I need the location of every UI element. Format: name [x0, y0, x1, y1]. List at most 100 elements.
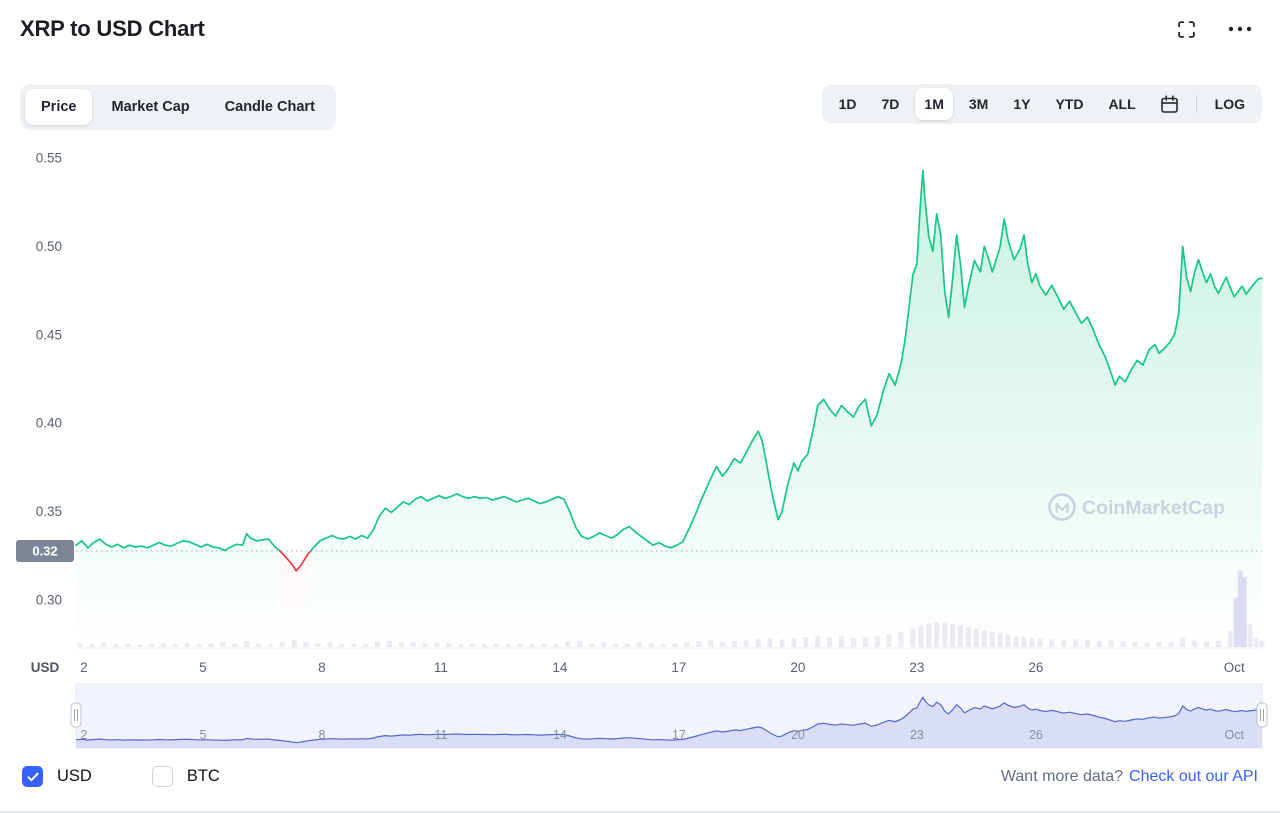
volume-bar: [731, 640, 737, 647]
volume-bar: [958, 625, 963, 647]
ellipsis-icon: [1228, 26, 1252, 32]
price-area-down: [279, 551, 311, 648]
volume-bar: [196, 644, 202, 647]
page-title: XRP to USD Chart: [20, 16, 205, 41]
volume-bar: [505, 644, 511, 647]
volume-bar: [339, 644, 345, 647]
x-axis-unit-label: USD: [31, 660, 60, 675]
navigator-axis-label: 8: [318, 728, 325, 742]
volume-bar: [601, 642, 607, 647]
api-promo: Want more data? Check out our API: [1001, 768, 1258, 786]
volume-bar: [989, 631, 995, 647]
volume-bar: [184, 643, 190, 647]
range-7d-button[interactable]: 7D: [873, 88, 909, 120]
volume-bar: [997, 633, 1003, 647]
volume-bar: [1215, 640, 1221, 647]
volume-bar: [172, 644, 178, 647]
range-ytd-button[interactable]: YTD: [1046, 88, 1092, 120]
volume-bar: [267, 644, 273, 647]
range-1d-button[interactable]: 1D: [830, 88, 866, 120]
volume-bar: [767, 637, 773, 647]
volume-bar: [386, 640, 392, 647]
navigator-left-handle[interactable]: [70, 702, 82, 728]
range-1y-button[interactable]: 1Y: [1004, 88, 1039, 120]
api-link[interactable]: Check out our API: [1129, 767, 1258, 785]
volume-bar: [220, 641, 226, 647]
usd-toggle[interactable]: USD: [22, 766, 92, 787]
tab-price[interactable]: Price: [25, 89, 93, 125]
volume-bar: [981, 630, 987, 647]
tab-market-cap[interactable]: Market Cap: [95, 89, 205, 125]
volume-bar: [1253, 637, 1259, 647]
navigator-line: [75, 696, 1263, 744]
x-axis-label: 11: [434, 660, 448, 675]
navigator-right-handle[interactable]: [1256, 702, 1268, 728]
volume-bar: [1085, 640, 1090, 647]
volume-bar: [113, 644, 119, 647]
volume-bar: [256, 643, 261, 647]
y-axis-label: 0.30: [36, 593, 62, 608]
volume-bar: [375, 641, 380, 647]
volume-bar: [446, 643, 452, 647]
volume-bar: [137, 644, 142, 647]
log-scale-button[interactable]: LOG: [1206, 88, 1254, 120]
volume-bar: [351, 643, 357, 647]
range-bar-divider: [1195, 95, 1197, 113]
price-area-up: [76, 533, 280, 648]
volume-bar: [1156, 641, 1162, 647]
volume-bar: [208, 643, 214, 647]
navigator-track[interactable]: [75, 683, 1263, 749]
x-axis-label: 20: [790, 660, 805, 675]
price-line-up: [75, 532, 281, 552]
volume-bar: [279, 641, 285, 647]
navigator-axis-label: 11: [434, 728, 447, 742]
volume-bar: [942, 622, 948, 647]
volume-bar: [613, 644, 618, 647]
more-options-button[interactable]: [1226, 24, 1254, 34]
volume-bar: [1180, 637, 1186, 647]
volume-bar: [1168, 642, 1174, 647]
volume-bar: [529, 644, 535, 647]
volume-bar: [934, 621, 940, 647]
y-axis-label: 0.55: [36, 151, 62, 166]
volume-bar: [850, 637, 856, 647]
volume-bar: [708, 640, 714, 647]
volume-bar: [636, 642, 642, 647]
x-axis-label: 17: [671, 660, 686, 675]
volume-bar: [966, 627, 971, 647]
y-axis-label: 0.40: [36, 416, 62, 431]
volume-bar: [1096, 640, 1102, 647]
volume-bar: [541, 643, 547, 647]
volume-bar: [874, 636, 880, 647]
volume-bar: [1241, 577, 1247, 647]
usd-checkbox[interactable]: [22, 766, 43, 787]
navigator-axis-label: 23: [910, 728, 924, 742]
btc-checkbox[interactable]: [151, 766, 173, 787]
volume-bar: [458, 644, 464, 647]
range-3m-button[interactable]: 3M: [960, 88, 997, 120]
volume-bar: [315, 643, 321, 647]
price-line-up: [309, 169, 1263, 552]
volume-bar: [1021, 637, 1027, 647]
watermark-text: CoinMarketCap: [1082, 497, 1225, 519]
range-all-button[interactable]: ALL: [1099, 88, 1144, 120]
volume-bar: [862, 637, 868, 647]
btc-toggle[interactable]: BTC: [151, 766, 220, 787]
volume-bar: [1029, 637, 1035, 647]
fullscreen-button[interactable]: [1175, 18, 1198, 41]
custom-date-range-button[interactable]: [1152, 89, 1187, 120]
price-line-down: [279, 550, 312, 572]
volume-bar: [660, 644, 666, 647]
volume-bar: [565, 641, 571, 647]
y-axis-label: 0.35: [36, 504, 62, 519]
volume-bar: [160, 643, 166, 647]
tab-candle-chart[interactable]: Candle Chart: [209, 89, 331, 125]
navigator-axis-label: 20: [791, 728, 805, 742]
range-1m-button[interactable]: 1M: [915, 88, 953, 120]
header-icons: [1175, 18, 1254, 41]
calendar-icon: [1160, 94, 1178, 113]
x-axis-label: 26: [1028, 660, 1043, 675]
volume-bar: [926, 623, 932, 647]
check-icon: [27, 772, 38, 781]
volume-bar: [232, 643, 238, 647]
